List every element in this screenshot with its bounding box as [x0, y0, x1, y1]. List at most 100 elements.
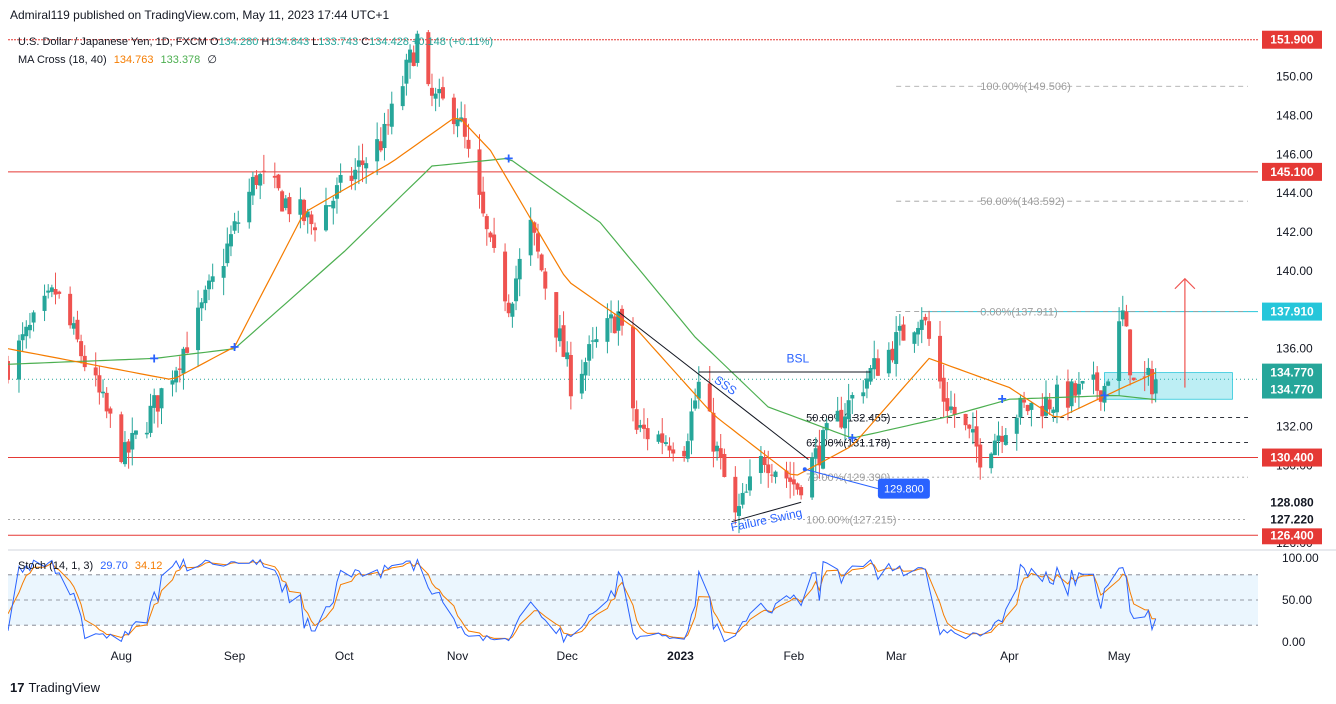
candle-body [177, 368, 182, 370]
ma-cross-marker: + [504, 150, 513, 167]
candle-body [42, 295, 47, 311]
price-badge: 134.770 [1270, 383, 1314, 397]
candle-body [24, 326, 29, 337]
candle-body [49, 287, 54, 292]
candle-body [57, 291, 62, 294]
callout-pointer [804, 468, 879, 490]
ma-label[interactable]: MA Cross (18, 40) [18, 54, 107, 66]
candle-body [1117, 321, 1122, 381]
price-badge: 128.080 [1270, 496, 1314, 510]
candle-body [543, 271, 548, 289]
x-tick-label: Nov [447, 649, 468, 663]
candle-body [75, 319, 80, 340]
candle-body [583, 362, 588, 376]
level-badge: 130.400 [1270, 451, 1314, 465]
candle-body [612, 316, 617, 334]
candle-body [638, 425, 643, 428]
stoch-tick-label: 50.00 [1282, 593, 1312, 607]
candle-body [707, 383, 712, 412]
stoch-label[interactable]: Stoch (14, 1, 3) [18, 560, 94, 572]
ma-fast-value: 134.763 [113, 54, 154, 66]
candle-body [568, 355, 573, 397]
x-tick-label: Mar [886, 649, 907, 663]
price-badge: 127.220 [1270, 512, 1314, 526]
candle-body [671, 449, 676, 454]
candle-body [1022, 399, 1027, 403]
price-badge-bg [1262, 493, 1322, 512]
candle-body [839, 409, 844, 428]
candle-body [283, 198, 288, 209]
candle-body [685, 441, 690, 459]
candle-body [1069, 381, 1074, 407]
candle-body [429, 87, 434, 96]
candle-body [795, 483, 800, 490]
high-label: H [261, 36, 270, 48]
candle-body [503, 251, 508, 302]
fib-upper-label: 50.00%(143.592) [980, 196, 1064, 208]
candle-body [846, 400, 851, 420]
candle-body [203, 289, 208, 304]
candle-body [1040, 405, 1045, 417]
fib-upper-label: 0.00%(137.911) [980, 307, 1057, 319]
symbol-legend: U.S. Dollar / Japanese Yen, 1D, FXCM O 13… [18, 36, 493, 48]
x-tick-label: Aug [111, 649, 132, 663]
failure-swing-line [731, 501, 802, 523]
candle-body [1106, 381, 1111, 386]
candle-body [1142, 376, 1147, 378]
price-chart[interactable]: 100.00%(149.506) 50.00%(143.592) 0.00%(137… [6, 29, 1336, 678]
change-value: +0.148 (+0.11%) [411, 36, 494, 48]
candle-body [682, 450, 687, 457]
candle-body [616, 311, 621, 331]
candle-body [992, 440, 997, 456]
candle-body [353, 169, 358, 180]
candle-body [693, 400, 698, 409]
candle-body [27, 324, 32, 331]
candle-body [356, 160, 361, 167]
x-tick-label: Dec [557, 649, 578, 663]
x-tick-label: Apr [1000, 649, 1019, 663]
price-badge-bg [1262, 380, 1322, 399]
chart-area[interactable]: 100.00%(149.506) 50.00%(143.592) 0.00%(137… [6, 29, 1336, 678]
stoch-legend: Stoch (14, 1, 3) 29.70 34.12 [18, 560, 162, 572]
sss-label: SSS [712, 373, 740, 398]
candle-body [331, 200, 336, 209]
visibility-icon[interactable]: ∅ [207, 54, 217, 66]
candle-body [817, 445, 822, 466]
candle-body [225, 243, 230, 264]
candle-body [261, 170, 266, 173]
candle-body [532, 222, 537, 233]
tradingview-logo-icon: 17 [10, 680, 25, 695]
candle-body [1044, 396, 1049, 416]
x-tick-label: Oct [335, 649, 354, 663]
candle-body [185, 347, 190, 353]
candle-body [386, 124, 391, 126]
candle-body [174, 370, 179, 383]
candle-body [510, 303, 515, 317]
candle-body [287, 197, 292, 215]
candle-body [466, 139, 471, 149]
candle-body [1047, 399, 1052, 410]
candle-body [207, 280, 212, 290]
candle-body [945, 398, 950, 412]
candle-body [667, 445, 672, 451]
price-badge-bg [1262, 302, 1322, 321]
candle-body [948, 406, 953, 410]
high-value: 134.843 [269, 36, 310, 48]
stoch-tick-label: 0.00 [1282, 635, 1306, 649]
candle-body [733, 476, 738, 513]
price-badge: 137.910 [1270, 305, 1314, 319]
y-tick-label: 146.00 [1276, 147, 1313, 161]
candle-body [280, 191, 285, 212]
candle-body [758, 456, 763, 473]
symbol-name[interactable]: U.S. Dollar / Japanese Yen, 1D, FXCM [18, 36, 207, 48]
level-badge-bg [1262, 448, 1322, 467]
candle-body [276, 174, 281, 189]
candle-body [1065, 381, 1070, 408]
open-label: O [210, 36, 219, 48]
candle-body [557, 328, 562, 342]
candle-body [6, 360, 10, 380]
candle-body [897, 325, 902, 331]
price-badge-bg [1262, 363, 1322, 382]
candle-body [528, 219, 533, 256]
candle-body [631, 326, 635, 409]
